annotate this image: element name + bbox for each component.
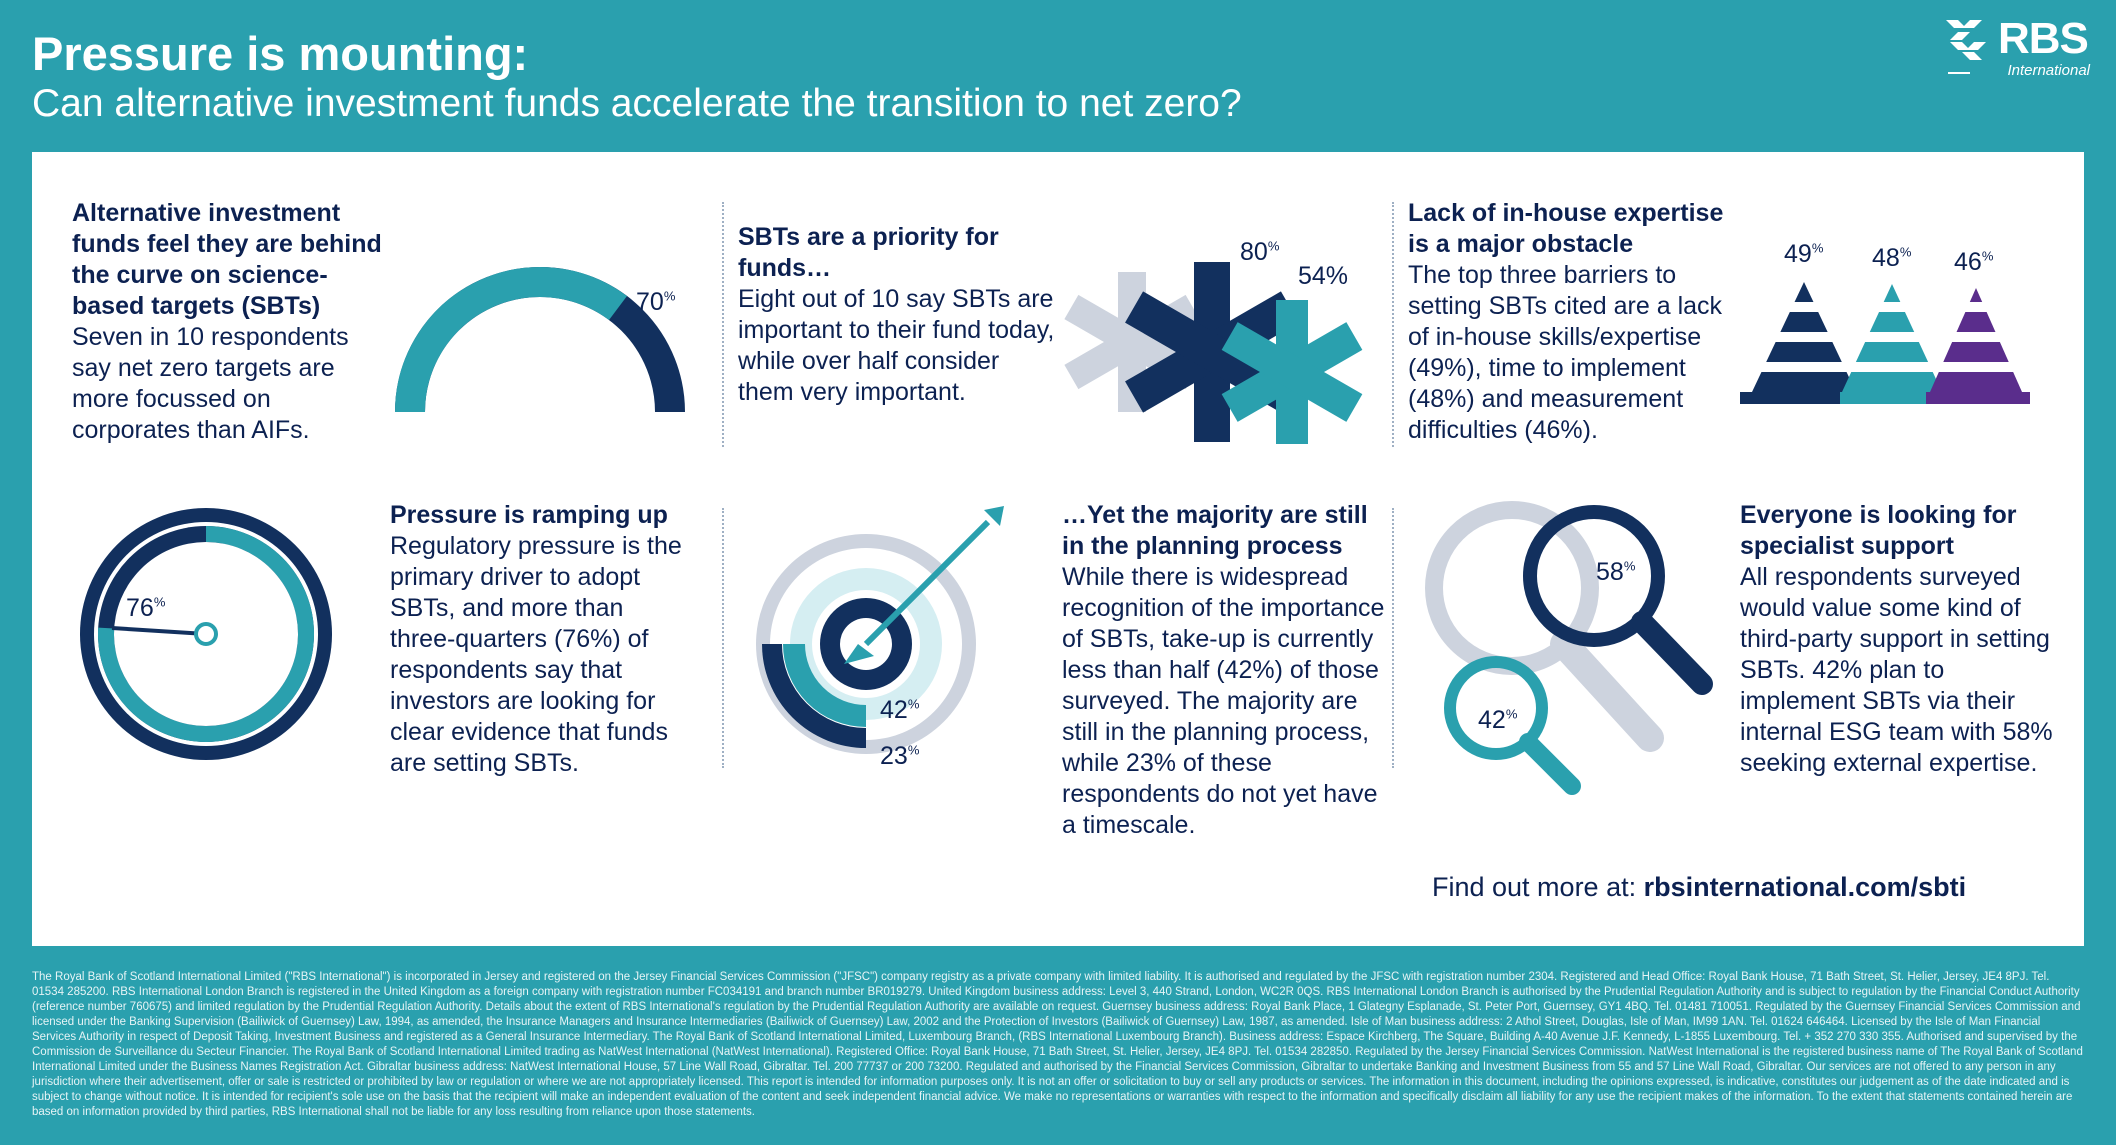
stat-80: 80% bbox=[1240, 238, 1280, 266]
section-heading: …Yet the majority are still in the plann… bbox=[1062, 501, 1368, 560]
page-title: Pressure is mounting: bbox=[32, 27, 529, 80]
gauge-dial bbox=[80, 508, 332, 760]
cta-link[interactable]: rbsinternational.com/sbti bbox=[1643, 872, 1967, 902]
rbs-daisy-icon bbox=[1946, 20, 1986, 60]
section-heading: Everyone is looking for specialist suppo… bbox=[1740, 501, 2017, 560]
section-planning: …Yet the majority are still in the plann… bbox=[1062, 500, 1392, 841]
magnifier-chart bbox=[1425, 501, 1713, 795]
legal-disclaimer: The Royal Bank of Scotland International… bbox=[32, 971, 2083, 1118]
logo-wordmark: RBS bbox=[1998, 14, 2089, 63]
stat-48: 48% bbox=[1872, 244, 1912, 272]
logo-subtext: International bbox=[1944, 62, 2090, 79]
section-body: The top three barriers to setting SBTs c… bbox=[1408, 261, 1723, 444]
divider bbox=[722, 508, 724, 768]
stat-42-target: 42% bbox=[880, 696, 920, 724]
half-donut-chart bbox=[395, 267, 685, 413]
magnifier-teal bbox=[1444, 656, 1548, 760]
cta-label: Find out more at: bbox=[1432, 872, 1644, 902]
section-heading: Pressure is ramping up bbox=[390, 501, 668, 529]
triangle-bar-46 bbox=[1924, 288, 2030, 404]
section-priority: SBTs are a priority for funds… Eight out… bbox=[738, 222, 1058, 408]
divider bbox=[1392, 202, 1394, 447]
stat-58: 58% bbox=[1596, 558, 1636, 586]
triangle-bar-49 bbox=[1740, 282, 1870, 404]
section-specialist: Everyone is looking for specialist suppo… bbox=[1740, 500, 2060, 779]
magnifier-navy bbox=[1523, 505, 1665, 647]
section-heading: Lack of in-house expertise is a major ob… bbox=[1408, 199, 1724, 258]
triangle-bar-chart bbox=[1740, 282, 2030, 404]
divider bbox=[1392, 508, 1394, 768]
section-body: Regulatory pressure is the primary drive… bbox=[390, 532, 682, 777]
half-donut-fill bbox=[395, 267, 627, 413]
section-obstacle: Lack of in-house expertise is a major ob… bbox=[1408, 198, 1738, 446]
stat-76: 76% bbox=[126, 594, 166, 622]
page-subtitle: Can alternative investment funds acceler… bbox=[32, 82, 1242, 125]
section-body: Seven in 10 respondents say net zero tar… bbox=[72, 323, 349, 444]
section-ramping: Pressure is ramping up Regulatory pressu… bbox=[390, 500, 690, 779]
rbs-logo[interactable]: RBS International bbox=[1940, 14, 2090, 84]
content-panel: Alternative investment funds feel they a… bbox=[32, 152, 2084, 946]
asterisk-teal bbox=[1221, 300, 1363, 444]
section-body: All respondents surveyed would value som… bbox=[1740, 563, 2053, 777]
asterisk-chart bbox=[1064, 262, 1363, 444]
stat-23: 23% bbox=[880, 742, 920, 770]
triangle-bar-48 bbox=[1836, 284, 1948, 404]
section-heading: Alternative investment funds feel they a… bbox=[72, 199, 382, 320]
section-body: Eight out of 10 say SBTs are important t… bbox=[738, 285, 1055, 406]
section-body: While there is widespread recognition of… bbox=[1062, 563, 1385, 839]
target-chart bbox=[756, 506, 1004, 754]
stat-49: 49% bbox=[1784, 240, 1824, 268]
section-behind-curve: Alternative investment funds feel they a… bbox=[72, 198, 382, 446]
stat-70: 70% bbox=[636, 288, 676, 316]
section-heading: SBTs are a priority for funds… bbox=[738, 223, 999, 282]
stat-46: 46% bbox=[1954, 248, 1994, 276]
stat-42-support: 42% bbox=[1478, 706, 1518, 734]
divider bbox=[722, 202, 724, 447]
find-out-more: Find out more at: rbsinternational.com/s… bbox=[1432, 872, 1966, 903]
gauge-pivot bbox=[194, 622, 218, 646]
stat-54: 54% bbox=[1298, 262, 1349, 290]
